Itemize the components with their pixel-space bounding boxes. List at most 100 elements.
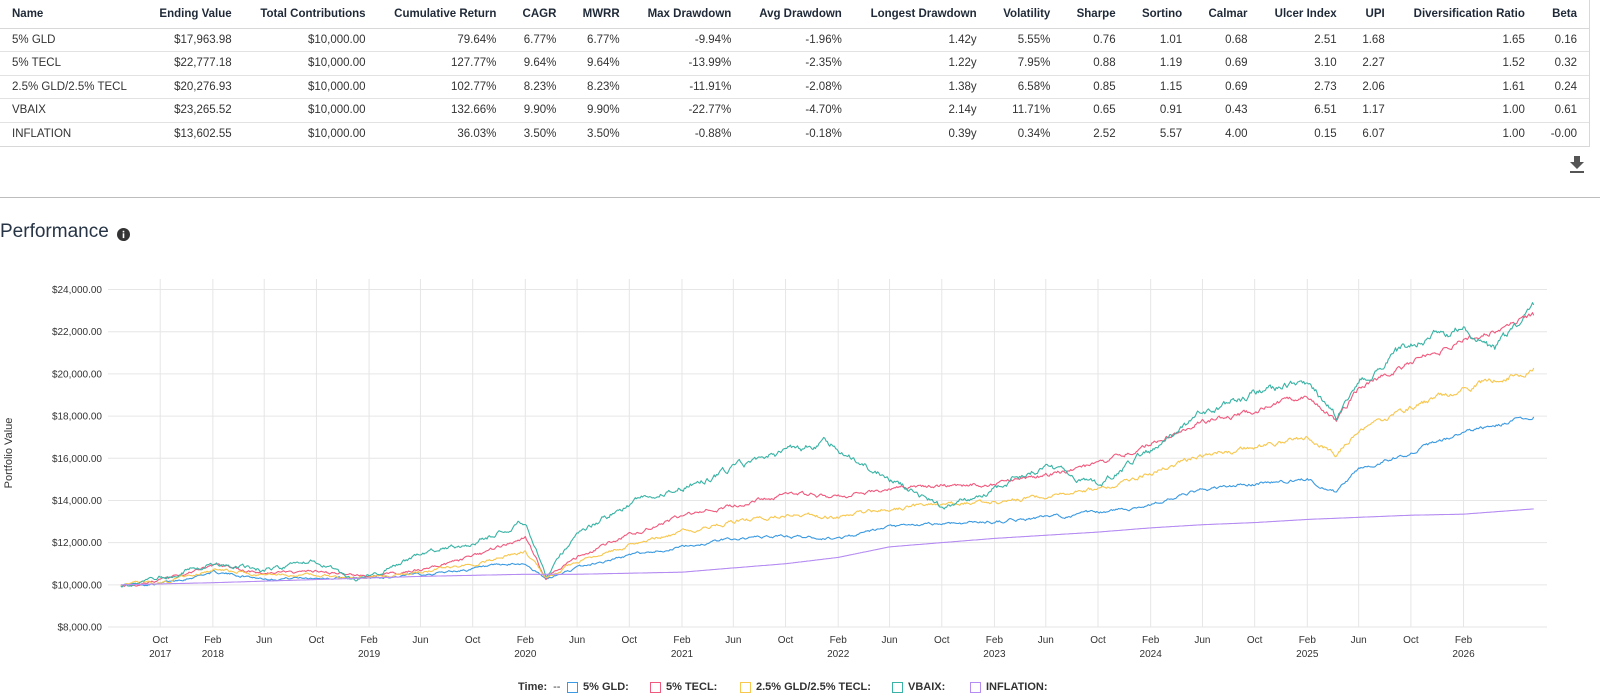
table-cell: -9.94% [631, 28, 744, 52]
table-cell: 1.42y [853, 28, 989, 52]
table-cell: 2.06 [1348, 75, 1397, 99]
x-tick-year-label: 2020 [514, 649, 537, 660]
column-header[interactable]: Ending Value [143, 0, 244, 29]
series-line[interactable] [120, 302, 1535, 588]
x-tick-year-label: 2017 [149, 649, 172, 660]
legend-label: 5% TECL: [666, 681, 718, 693]
series-line[interactable] [120, 508, 1534, 586]
table-cell: $17,963.98 [143, 28, 244, 52]
legend-item[interactable]: 5% TECL: [650, 681, 717, 693]
column-header[interactable]: Longest Drawdown [853, 0, 989, 29]
table-row: 5% TECL $22,777.18 $10,000.00 127.77% 9.64% 9… [0, 51, 1589, 76]
column-header[interactable]: Total Contributions [243, 0, 378, 29]
table-cell: $10,000.00 [243, 51, 378, 76]
x-tick-year-label: 2022 [827, 649, 850, 660]
y-tick-label: $18,000.00 [52, 412, 102, 423]
grid [108, 279, 1547, 628]
column-header[interactable]: Diversification Ratio [1396, 0, 1537, 29]
chart-legend: Time: -- 5% GLD: 5% TECL: 2.5% GLD/2.5% TEC… [0, 681, 1600, 697]
download-icon [1570, 156, 1584, 173]
legend-swatch [970, 681, 981, 693]
column-header[interactable]: Ulcer Index [1259, 0, 1349, 29]
table-cell: 0.43 [1194, 98, 1260, 123]
x-tick-label: Jun [725, 635, 741, 646]
table-body: 5% GLD $17,963.98 $10,000.00 79.64% 6.77% 6.7… [0, 28, 1589, 146]
download-button[interactable] [1568, 154, 1586, 174]
table-cell: 6.77% [568, 28, 632, 52]
table-cell: 5.55% [988, 28, 1063, 52]
column-header[interactable]: MWRR [568, 0, 632, 29]
x-tick-label: Jun [1038, 635, 1054, 646]
series-5-tecl[interactable] [120, 312, 1535, 587]
table-cell: -2.35% [743, 51, 854, 76]
column-header[interactable]: Beta [1536, 0, 1589, 29]
legend-item[interactable]: 2.5% GLD/2.5% TECL: [740, 681, 871, 693]
portfolio-name-cell: 5% GLD [0, 28, 144, 52]
table-cell: 127.77% [377, 51, 509, 76]
column-header[interactable]: Volatility [988, 0, 1063, 29]
legend-item[interactable]: INFLATION: [970, 681, 1048, 693]
table-cell: -13.99% [631, 51, 744, 76]
table-cell: 9.64% [508, 51, 569, 76]
x-tick-label: Feb [1299, 635, 1317, 646]
x-tick-year-label: 2024 [1140, 649, 1163, 660]
y-tick-label: $8,000.00 [58, 623, 103, 634]
table-cell: -1.96% [743, 28, 854, 52]
x-tick-label: Oct [309, 635, 325, 646]
table-cell: 1.65 [1396, 28, 1537, 52]
column-header[interactable]: Max Drawdown [631, 0, 744, 29]
x-tick-label: Oct [1247, 635, 1263, 646]
portfolio-name-cell: 2.5% GLD/2.5% TECL [0, 75, 144, 99]
x-tick-label: Oct [778, 635, 794, 646]
table-cell: 1.01 [1127, 28, 1195, 52]
table-cell: 0.34% [1017, 128, 1051, 140]
section-divider [0, 197, 1600, 198]
performance-chart[interactable]: $8,000.00 $10,000.00 $12,000.00 $14,000.00 $… [0, 265, 1600, 677]
info-icon[interactable] [117, 228, 130, 241]
table-cell: 1.17 [1348, 98, 1397, 123]
column-header[interactable]: Calmar [1194, 0, 1260, 29]
column-header[interactable]: Name [0, 0, 144, 29]
legend-swatch [740, 681, 751, 693]
table-cell: 0.69 [1194, 75, 1260, 99]
column-header[interactable]: Sortino [1127, 0, 1195, 29]
column-header[interactable]: Sharpe [1062, 0, 1128, 29]
column-header[interactable]: Avg Drawdown [743, 0, 854, 29]
table-cell: 0.32 [1536, 51, 1589, 76]
table-cell: 2.27 [1348, 51, 1397, 76]
legend-label: VBAIX: [908, 681, 946, 693]
legend-item[interactable]: VBAIX: [892, 681, 945, 693]
x-tick-label: Feb [204, 635, 222, 646]
table-cell: -4.70% [743, 98, 854, 123]
table-cell: 3.50% [523, 128, 557, 140]
table-cell: 11.71% [988, 98, 1063, 123]
table-cell: $20,276.93 [143, 75, 244, 99]
x-tick-label: Feb [830, 635, 848, 646]
x-tick-label: Oct [465, 635, 481, 646]
x-tick-label: Feb [986, 635, 1004, 646]
table-cell: 1.52 [1396, 51, 1537, 76]
table-cell: 2.14y [853, 98, 989, 123]
table-cell: 7.95% [988, 51, 1063, 76]
column-header[interactable]: UPI [1348, 0, 1397, 29]
table-cell: $10,000.00 [243, 98, 378, 123]
y-tick-label: $24,000.00 [52, 285, 102, 296]
table-row: 2.5% GLD/2.5% TECL $20,276.93 $10,000.00 10… [0, 75, 1589, 99]
table-cell: 1.19 [1127, 51, 1195, 76]
x-tick-label: Oct [1090, 635, 1106, 646]
series-inflation[interactable] [120, 508, 1534, 586]
table-cell: -0.88% [694, 128, 732, 140]
table-cell: 9.90% [508, 98, 569, 123]
series-vbaix[interactable] [120, 302, 1535, 588]
x-tick-label: Feb [360, 635, 378, 646]
table-cell: 1.15 [1127, 75, 1195, 99]
legend-label: 2.5% GLD/2.5% TECL: [756, 681, 871, 693]
table-cell: 6.51 [1259, 98, 1349, 123]
table-cell: $23,265.52 [143, 98, 244, 123]
series-line[interactable] [120, 312, 1535, 587]
y-tick-label: $10,000.00 [52, 580, 102, 591]
legend-item[interactable]: 5% GLD: [567, 681, 629, 693]
column-header[interactable]: Cumulative Return [377, 0, 509, 29]
column-header[interactable]: CAGR [508, 0, 569, 29]
x-tick-year-label: 2023 [983, 649, 1006, 660]
